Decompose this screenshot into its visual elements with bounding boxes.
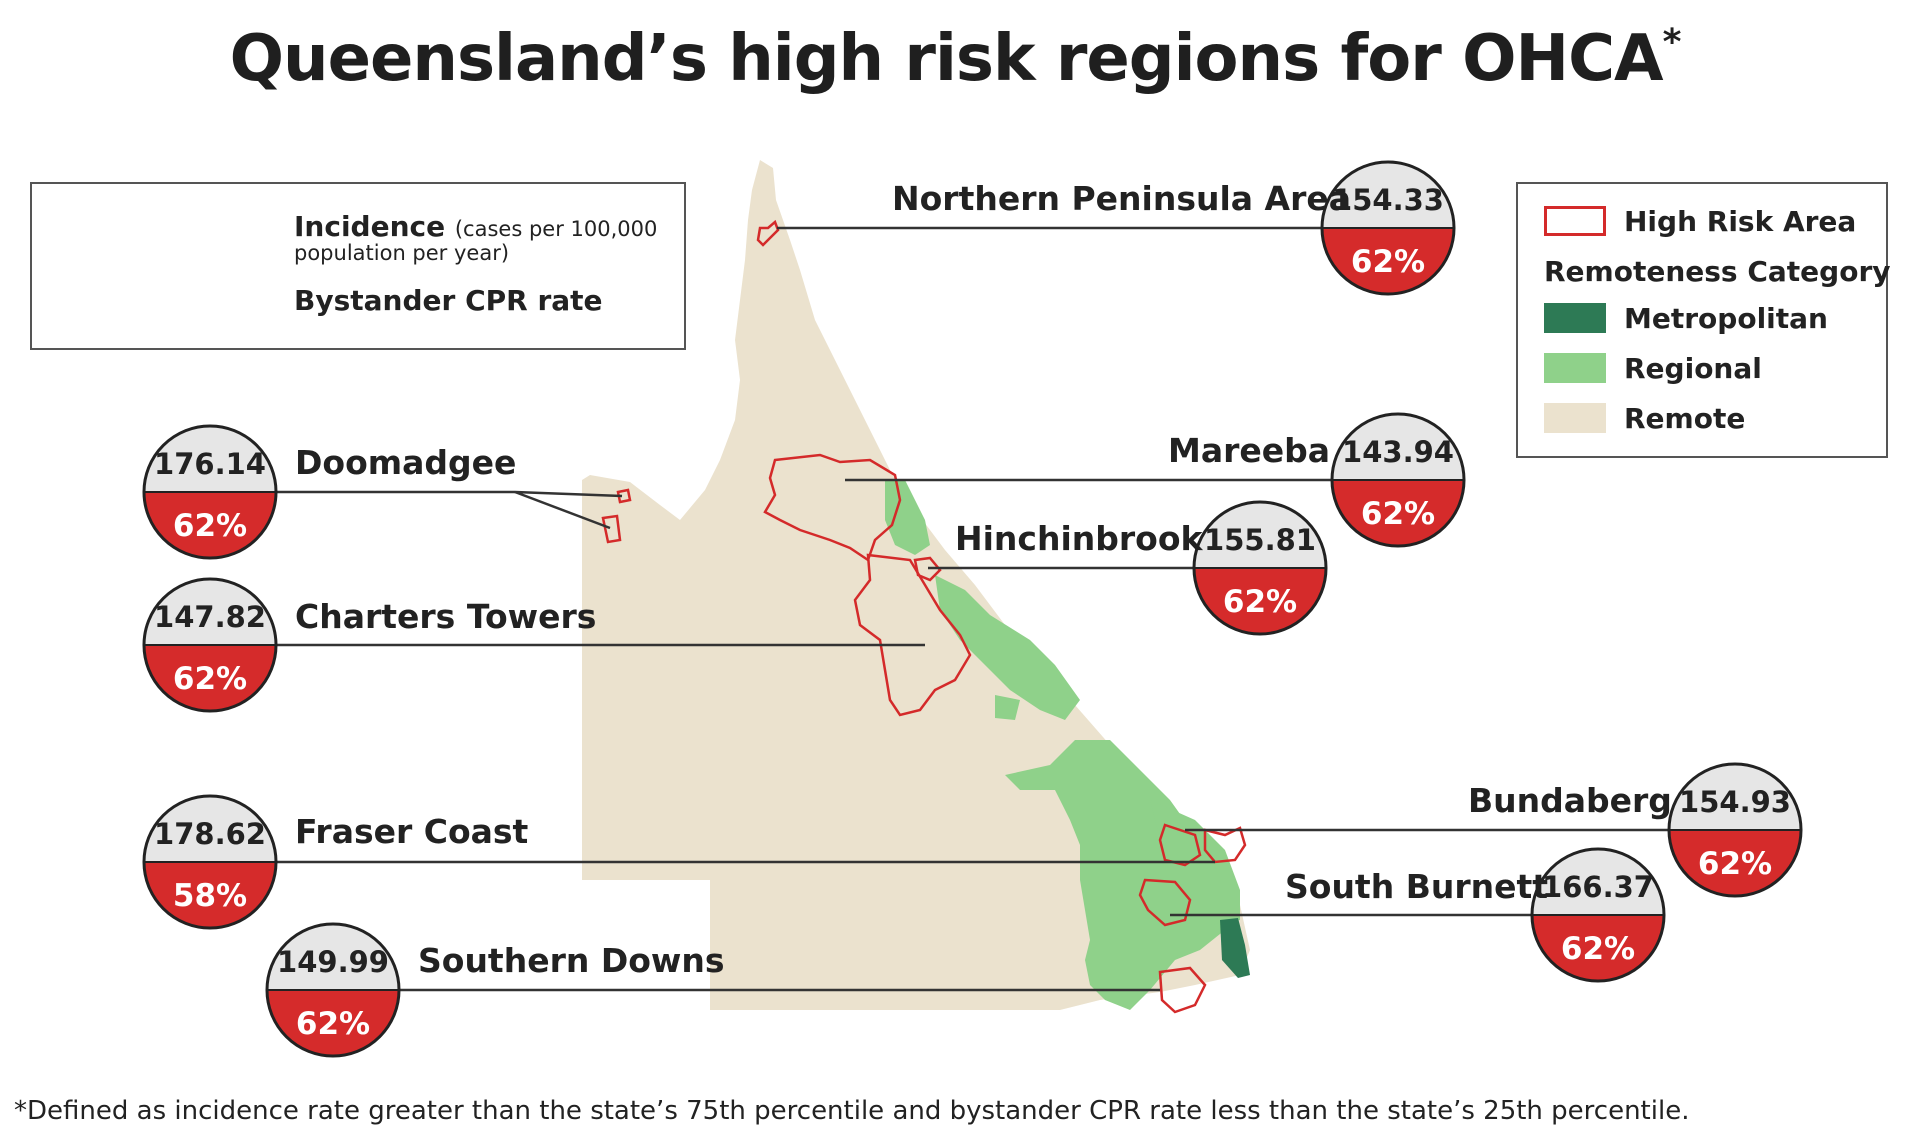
region-label-doomadgee: Doomadgee [295,443,517,482]
outline-northern-peninsula [756,219,780,247]
footnote: *Defined as incidence rate greater than … [14,1096,1690,1126]
high-risk-outlines [601,219,1247,1014]
badge-fraser-coast: 178.62 58% [142,794,278,930]
badge-cpr-bundaberg: 62% [1698,846,1772,882]
legend-high-risk-label: High Risk Area [1624,205,1857,238]
badge-cpr-charters-towers: 62% [173,661,247,697]
badge-incidence-mareeba: 143.94 [1342,435,1454,469]
region-label-charters-towers: Charters Towers [295,597,597,636]
regional-area-inland [995,695,1020,720]
region-label-hinchinbrook: Hinchinbrook [955,519,1203,558]
badge-cpr-southern-downs: 62% [296,1006,370,1042]
outline-doomadgee-coast [616,488,632,504]
key-incidence-note: population per year) [294,241,510,265]
leader-doomadgee-diag [514,490,611,530]
legend-metropolitan-label: Metropolitan [1624,302,1828,335]
outline-fraser-coast [1158,823,1202,867]
badge-cpr-fraser-coast: 58% [173,878,247,914]
badge-incidence-south-burnett: 166.37 [1542,870,1654,904]
region-label-southern-downs: Southern Downs [418,941,725,980]
region-label-mareeba: Mareeba [1168,431,1331,470]
key-box [30,182,686,350]
badge-hinchinbrook: 155.81 62% [1192,500,1328,636]
badge-southern-downs: 149.99 62% [265,922,401,1058]
leader-doomadgee-coast [514,490,623,498]
key-cpr-label: Bystander CPR rate [294,284,603,317]
regional-area-coast [935,575,1080,720]
badge-incidence-northern-peninsula: 154.33 [1332,183,1444,217]
regional-area-north [885,480,930,555]
key-incidence-label: Incidence (cases per 100,000 [294,210,658,243]
legend-regional-label: Regional [1624,352,1762,385]
badge-cpr-south-burnett: 62% [1561,931,1635,967]
badge-incidence-fraser-coast: 178.62 [154,817,266,851]
legend-metropolitan-swatch [1544,303,1606,333]
outline-south-burnett [1138,878,1192,927]
region-label-fraser-coast: Fraser Coast [295,812,529,851]
badge-incidence-bundaberg: 154.93 [1679,785,1791,819]
regional-area-central [1005,740,1235,1010]
badge-mareeba: 143.94 62% [1330,412,1466,548]
metropolitan-area [1220,918,1250,978]
region-label-bundaberg: Bundaberg [1468,781,1672,820]
legend-heading: Remoteness Category [1544,255,1891,288]
badge-bundaberg: 154.93 62% [1667,762,1803,898]
region-label-south-burnett: South Burnett [1285,867,1549,906]
legend-remote-label: Remote [1624,402,1746,435]
outline-doomadgee [601,514,622,544]
badge-cpr-northern-peninsula: 62% [1351,244,1425,280]
badge-south-burnett: 166.37 62% [1530,847,1666,983]
badge-cpr-doomadgee: 62% [173,508,247,544]
outline-southern-downs [1158,966,1207,1014]
badge-incidence-charters-towers: 147.82 [154,600,266,634]
outline-bundaberg [1203,826,1247,864]
legend-remote-swatch [1544,403,1606,433]
badge-incidence-hinchinbrook: 155.81 [1204,523,1316,557]
badge-incidence-doomadgee: 176.14 [154,447,266,481]
legend-high-risk-swatch [1544,206,1606,236]
region-label-northern-peninsula: Northern Peninsula Area [892,179,1352,218]
connector-lines [275,226,1675,992]
badge-cpr-mareeba: 62% [1361,496,1435,532]
legend-regional-swatch [1544,353,1606,383]
badge-incidence-southern-downs: 149.99 [277,945,389,979]
badge-doomadgee: 176.14 62% [142,424,278,560]
badge-cpr-hinchinbrook: 62% [1223,584,1297,620]
badge-charters-towers: 147.82 62% [142,577,278,713]
outline-charters-towers [853,553,972,717]
page-title: Queensland’s high risk regions for OHCA* [229,21,1682,96]
